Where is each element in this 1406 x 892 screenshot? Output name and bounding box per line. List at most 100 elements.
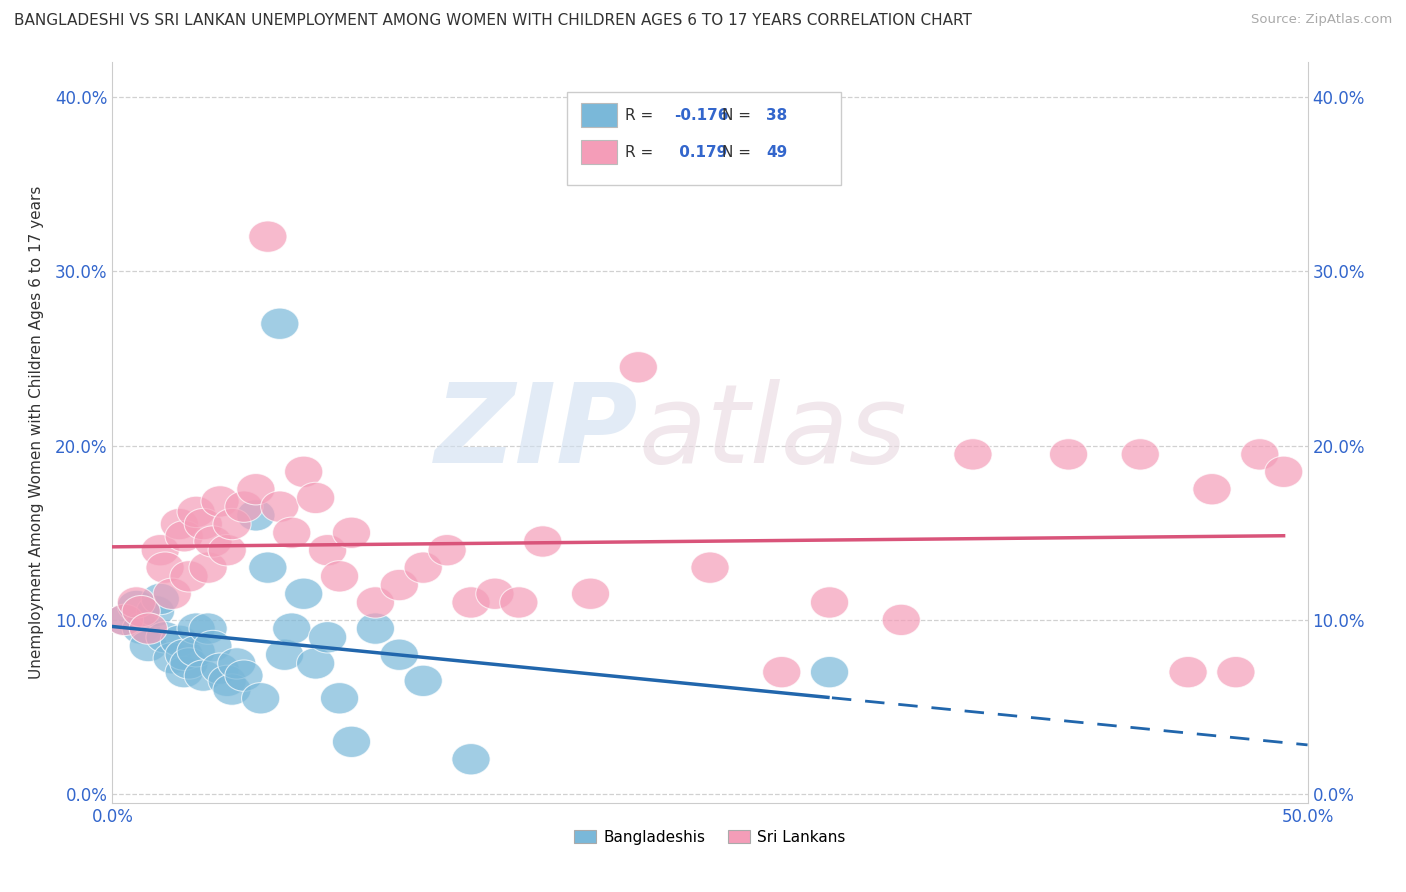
Ellipse shape [297,648,335,679]
Ellipse shape [141,583,180,615]
Ellipse shape [619,351,658,383]
Ellipse shape [273,613,311,644]
Ellipse shape [308,534,347,566]
Ellipse shape [117,587,156,618]
Ellipse shape [129,631,167,662]
Ellipse shape [284,456,323,488]
Ellipse shape [122,596,160,627]
Text: atlas: atlas [638,379,907,486]
Ellipse shape [242,682,280,714]
Ellipse shape [177,636,215,667]
Text: N =: N = [723,145,751,160]
Ellipse shape [332,517,371,549]
Legend: Bangladeshis, Sri Lankans: Bangladeshis, Sri Lankans [568,823,852,851]
Ellipse shape [201,486,239,517]
Ellipse shape [882,604,921,636]
Ellipse shape [1121,439,1160,470]
Ellipse shape [165,521,204,552]
Ellipse shape [165,639,204,671]
Ellipse shape [762,657,801,688]
Ellipse shape [201,653,239,684]
Ellipse shape [356,587,395,618]
Ellipse shape [170,561,208,592]
Text: R =: R = [626,145,654,160]
Ellipse shape [141,534,180,566]
Ellipse shape [356,613,395,644]
Ellipse shape [194,631,232,662]
Ellipse shape [177,496,215,527]
Ellipse shape [212,673,252,706]
Ellipse shape [146,552,184,583]
Ellipse shape [1240,439,1279,470]
Text: BANGLADESHI VS SRI LANKAN UNEMPLOYMENT AMONG WOMEN WITH CHILDREN AGES 6 TO 17 YE: BANGLADESHI VS SRI LANKAN UNEMPLOYMENT A… [14,13,972,29]
Ellipse shape [249,221,287,252]
Ellipse shape [1168,657,1208,688]
Ellipse shape [321,561,359,592]
Ellipse shape [451,587,491,618]
Ellipse shape [690,552,730,583]
Ellipse shape [284,578,323,609]
FancyBboxPatch shape [567,92,842,185]
Ellipse shape [160,508,198,540]
Ellipse shape [1216,657,1256,688]
Ellipse shape [160,625,198,657]
Ellipse shape [260,491,299,523]
Ellipse shape [212,508,252,540]
Ellipse shape [188,552,228,583]
Ellipse shape [236,500,276,531]
Ellipse shape [451,744,491,775]
Ellipse shape [332,726,371,757]
Ellipse shape [260,308,299,340]
Ellipse shape [153,642,191,673]
FancyBboxPatch shape [581,103,617,127]
Ellipse shape [184,660,222,691]
Ellipse shape [266,639,304,671]
Text: 49: 49 [766,145,787,160]
Ellipse shape [427,534,467,566]
Ellipse shape [153,578,191,609]
FancyBboxPatch shape [581,140,617,164]
Ellipse shape [105,604,143,636]
Ellipse shape [225,660,263,691]
Ellipse shape [129,613,167,644]
Ellipse shape [404,552,443,583]
Ellipse shape [165,657,204,688]
Ellipse shape [571,578,610,609]
Text: R =: R = [626,108,654,122]
Ellipse shape [208,534,246,566]
Ellipse shape [184,508,222,540]
Ellipse shape [218,648,256,679]
Ellipse shape [404,665,443,697]
Ellipse shape [136,596,174,627]
Ellipse shape [236,474,276,505]
Ellipse shape [321,682,359,714]
Ellipse shape [194,525,232,558]
Ellipse shape [523,525,562,558]
Ellipse shape [146,622,184,653]
Ellipse shape [810,587,849,618]
Ellipse shape [308,622,347,653]
Ellipse shape [953,439,993,470]
Ellipse shape [380,639,419,671]
Ellipse shape [170,648,208,679]
Y-axis label: Unemployment Among Women with Children Ages 6 to 17 years: Unemployment Among Women with Children A… [30,186,44,680]
Text: 38: 38 [766,108,787,122]
Ellipse shape [810,657,849,688]
Ellipse shape [225,491,263,523]
Ellipse shape [208,665,246,697]
Ellipse shape [177,613,215,644]
Text: ZIP: ZIP [434,379,638,486]
Ellipse shape [1192,474,1232,505]
Ellipse shape [475,578,515,609]
Ellipse shape [122,613,160,644]
Ellipse shape [188,613,228,644]
Ellipse shape [380,569,419,600]
Text: N =: N = [723,108,751,122]
Ellipse shape [499,587,538,618]
Ellipse shape [297,483,335,514]
Text: 0.179: 0.179 [675,145,727,160]
Ellipse shape [1049,439,1088,470]
Ellipse shape [117,591,156,622]
Ellipse shape [273,517,311,549]
Ellipse shape [105,604,143,636]
